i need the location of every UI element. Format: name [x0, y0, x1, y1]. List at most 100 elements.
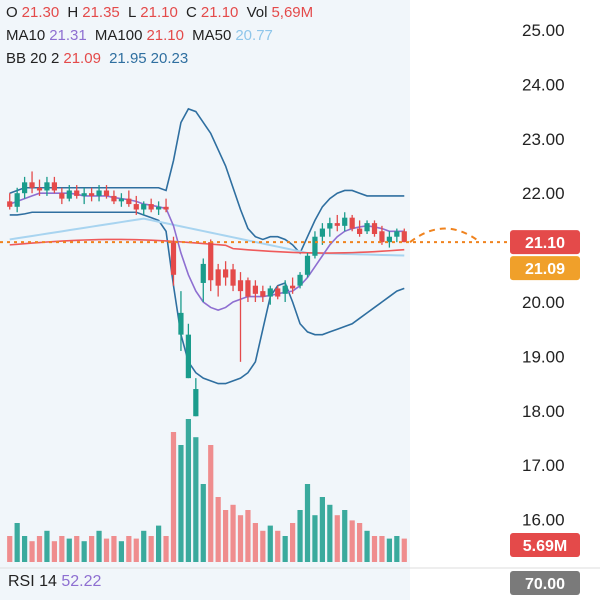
volume-bar: [163, 536, 169, 562]
ma50-line: [9, 217, 405, 257]
volume-bar: [141, 530, 147, 562]
high-value: 21.35: [82, 4, 120, 21]
y-tick-label: 17.00: [522, 456, 565, 475]
volume-bar: [81, 541, 87, 562]
candle-body: [156, 206, 162, 210]
candle-body: [103, 190, 110, 196]
volume-bar: [327, 504, 333, 562]
candle-body: [7, 201, 13, 207]
rsi-label: RSI 14: [8, 573, 57, 590]
candle-body: [208, 242, 214, 281]
volume-bar: [245, 510, 251, 562]
ma-price-badge-bg: [510, 256, 580, 281]
last-price-badge: 21.10: [525, 235, 565, 252]
candle-body: [260, 291, 266, 297]
volume-bar: [178, 445, 184, 562]
candle-body: [36, 187, 43, 191]
candle-body: [141, 204, 147, 210]
y-tick-label: 18.00: [522, 402, 565, 421]
volume-bar: [401, 538, 407, 562]
volume-bar: [230, 504, 236, 562]
y-tick-label: 19.00: [522, 347, 565, 366]
volume-bar: [29, 541, 35, 562]
volume-bar: [215, 497, 221, 562]
candle-body: [163, 206, 169, 210]
candle-body: [44, 182, 50, 191]
volume-bar: [148, 536, 154, 562]
candle-body: [178, 312, 184, 335]
volume-bar: [260, 530, 266, 562]
candle-body: [401, 231, 407, 243]
volume-bar: [297, 510, 303, 562]
volume-badge-bg: [510, 533, 580, 557]
volume-bar: [89, 536, 95, 562]
candle-body: [379, 231, 385, 243]
projection-curve: [409, 227, 481, 243]
candle-body: [290, 285, 296, 289]
candle-body: [252, 285, 258, 294]
volume-bar: [185, 419, 191, 562]
high-label: H: [67, 4, 79, 21]
candle-body: [342, 217, 348, 226]
bb-upper-line: [9, 107, 405, 255]
candle-body: [148, 204, 154, 210]
y-tick-label: 16.00: [522, 511, 565, 530]
volume-bar: [126, 536, 132, 562]
rsi-legend: RSI 14 52.22: [8, 573, 101, 591]
volume-bar: [357, 523, 363, 562]
volume-bar: [252, 523, 258, 562]
y-tick-label: 24.00: [522, 75, 565, 94]
volume-bar: [14, 523, 20, 562]
candle-body: [96, 190, 102, 196]
volume-bar: [282, 536, 288, 562]
y-tick-label: 23.00: [522, 130, 565, 149]
rsi-value: 52.22: [61, 573, 102, 590]
y-tick-label: 25.00: [522, 21, 565, 40]
ohlc-legend: O 21.30 H 21.35 L 21.10 C 21.10 Vol 5,69M: [6, 4, 317, 21]
candle-body: [81, 193, 87, 196]
low-value: 21.10: [140, 4, 178, 21]
candle-body: [275, 288, 281, 297]
candle-body: [297, 274, 303, 286]
open-value: 21.30: [21, 4, 60, 21]
candle-body: [357, 228, 363, 234]
volume-bar: [7, 536, 13, 562]
volume-bar: [74, 536, 80, 562]
candle-body: [14, 193, 20, 207]
ma50-label: MA50: [192, 27, 232, 44]
candle-body: [304, 255, 311, 275]
candle-body: [89, 193, 95, 196]
volume-bar: [334, 515, 340, 562]
volume-bar: [111, 536, 117, 562]
ma10-line: [9, 192, 405, 312]
candle-body: [118, 198, 124, 202]
volume-bar: [66, 538, 72, 562]
volume-bar: [44, 530, 50, 562]
bb-value-3: 20.23: [150, 50, 189, 67]
candle-body: [193, 389, 199, 417]
volume-bar: [59, 536, 65, 562]
candle-body: [371, 223, 378, 234]
candle-body: [223, 269, 229, 278]
rsi-level-badge-bg: [510, 571, 580, 595]
volume-bar: [312, 515, 318, 562]
volume-bar: [267, 525, 273, 562]
bb-value-2: 21.95: [109, 50, 147, 67]
candle-body: [66, 190, 72, 199]
volume-bar: [319, 497, 325, 562]
candle-body: [74, 190, 80, 196]
volume-bar: [371, 536, 378, 562]
ma100-label: MA100: [94, 27, 143, 44]
candle-body: [51, 182, 57, 191]
ma-price-badge: 21.09: [525, 261, 565, 278]
close-label: C: [186, 4, 197, 21]
candle-body: [237, 280, 244, 292]
ma10-value: 21.31: [49, 27, 87, 44]
candle-body: [327, 223, 333, 229]
candle-body: [200, 263, 206, 283]
candle-body: [282, 285, 288, 294]
ma100-line: [9, 238, 405, 254]
bb-legend: BB 20 2 21.09 21.95 20.23: [6, 50, 192, 67]
candle-body: [230, 269, 236, 286]
